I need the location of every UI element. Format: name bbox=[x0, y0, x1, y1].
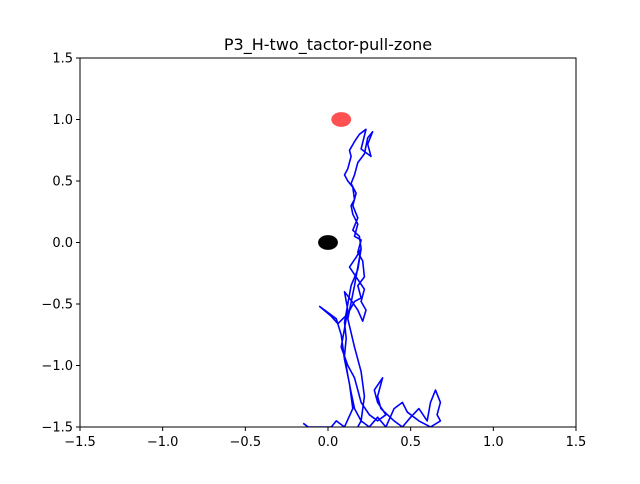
target-marker bbox=[331, 112, 352, 127]
x-tick-label: −1.0 bbox=[147, 435, 179, 450]
x-tick-label: −0.5 bbox=[230, 435, 262, 450]
x-tick-label: −1.5 bbox=[64, 435, 96, 450]
y-tick-label: 0.5 bbox=[52, 175, 73, 190]
y-tick-label: 1.5 bbox=[52, 52, 73, 67]
trajectory-line bbox=[302, 128, 442, 427]
y-tick-label: −1.0 bbox=[41, 359, 73, 374]
x-tick-label: 0.0 bbox=[318, 435, 339, 450]
x-tick-label: 1.5 bbox=[566, 435, 587, 450]
x-tick-label: 1.0 bbox=[483, 435, 504, 450]
y-tick-label: 0.0 bbox=[52, 236, 73, 251]
y-tick-label: −1.5 bbox=[41, 421, 73, 436]
x-axis: −1.5 −1.0 −0.5 0.0 0.5 1.0 1.5 bbox=[64, 427, 586, 450]
plot-content bbox=[302, 112, 442, 427]
chart-title: P3_H-two_tactor-pull-zone bbox=[224, 35, 432, 55]
y-tick-label: −0.5 bbox=[41, 298, 73, 313]
origin-marker bbox=[318, 235, 338, 250]
x-tick-label: 0.5 bbox=[400, 435, 421, 450]
y-tick-label: 1.0 bbox=[52, 113, 73, 128]
y-axis: −1.5 −1.0 −0.5 0.0 0.5 1.0 1.5 bbox=[41, 52, 80, 436]
